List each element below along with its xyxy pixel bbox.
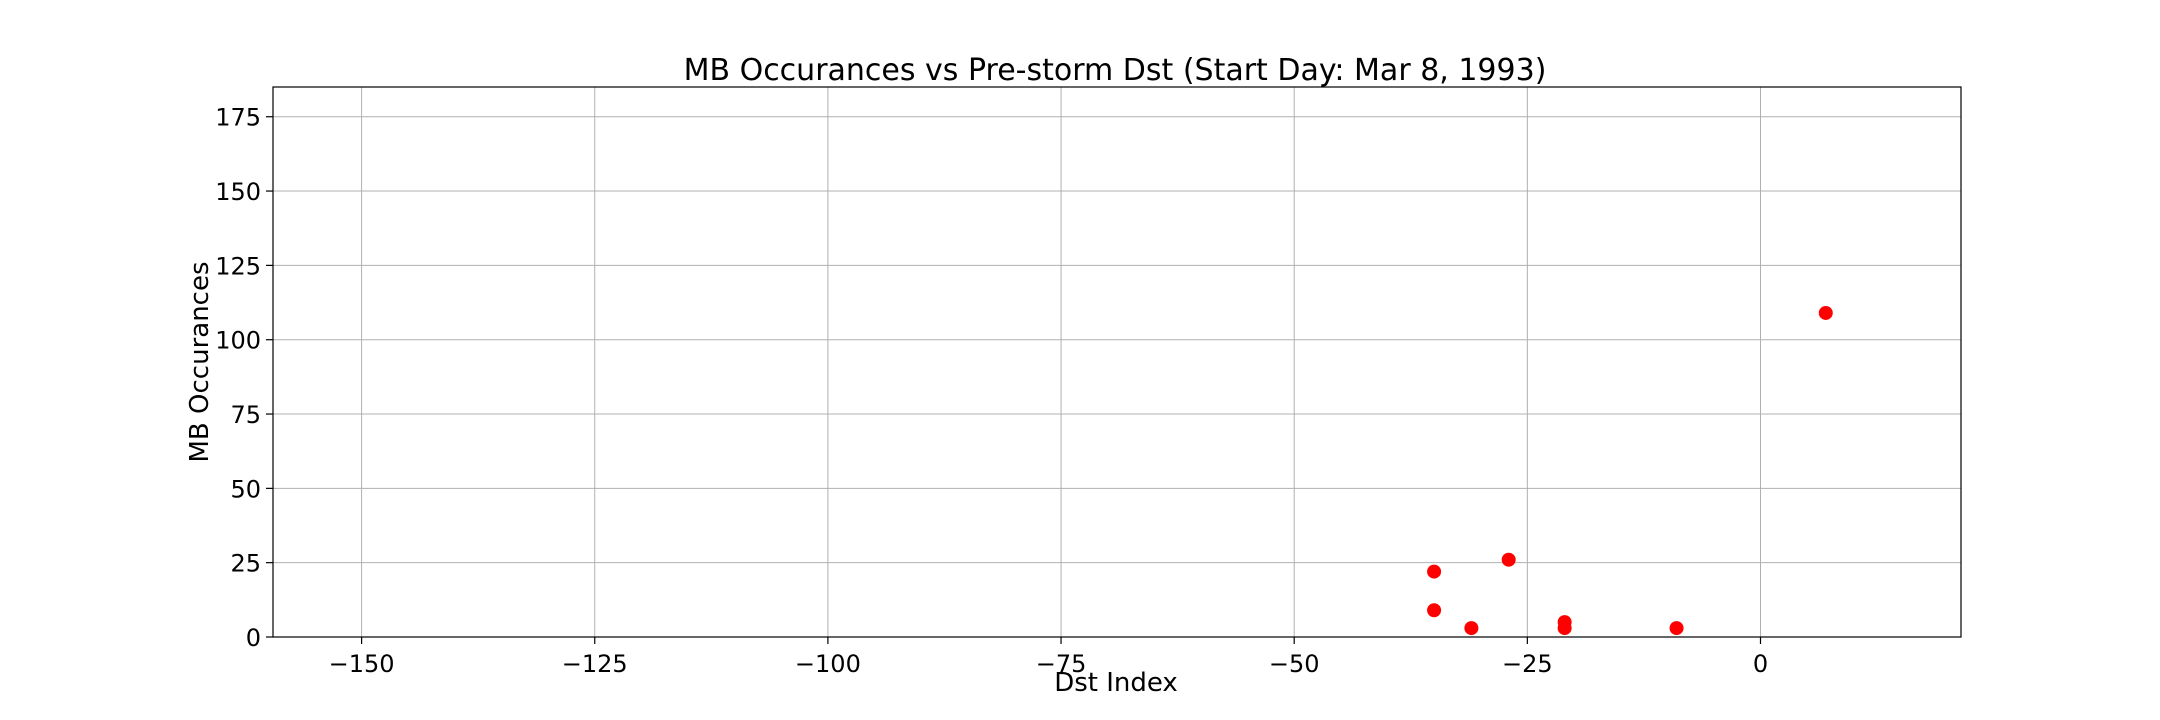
data-point (1427, 603, 1442, 618)
x-tick-label: −75 (1036, 650, 1087, 678)
y-tick-label: 0 (246, 624, 261, 652)
y-axis-label: MB Occurances (185, 261, 215, 462)
grid-lines (273, 87, 1961, 638)
x-axis-ticks: −150 −125 −100 −75 −50 −25 0 (329, 637, 1768, 678)
x-axis-label: Dst Index (1054, 668, 1178, 698)
x-tick-label: −25 (1502, 650, 1553, 678)
y-axis-ticks: 0 25 50 75 100 125 150 175 (215, 104, 273, 652)
x-tick-label: −125 (562, 650, 628, 678)
y-tick-label: 150 (215, 178, 261, 206)
data-point (1818, 305, 1833, 320)
y-tick-label: 25 (230, 550, 261, 578)
chart-title: MB Occurances vs Pre-storm Dst (Start Da… (684, 53, 1547, 88)
y-tick-label: 100 (215, 327, 261, 355)
x-tick-label: 0 (1753, 650, 1768, 678)
y-tick-label: 50 (230, 475, 261, 503)
y-tick-label: 75 (230, 401, 261, 429)
y-tick-label: 175 (215, 104, 261, 132)
x-tick-label: −50 (1269, 650, 1320, 678)
x-tick-label: −100 (795, 650, 861, 678)
data-point (1557, 621, 1572, 636)
plot-frame (272, 86, 1962, 638)
data-point (1427, 564, 1442, 579)
x-tick-label: −150 (329, 650, 395, 678)
data-point (1464, 621, 1479, 636)
y-tick-label: 125 (215, 252, 261, 280)
data-point (1501, 552, 1516, 567)
data-points (1427, 305, 1833, 636)
data-point (1669, 621, 1684, 636)
